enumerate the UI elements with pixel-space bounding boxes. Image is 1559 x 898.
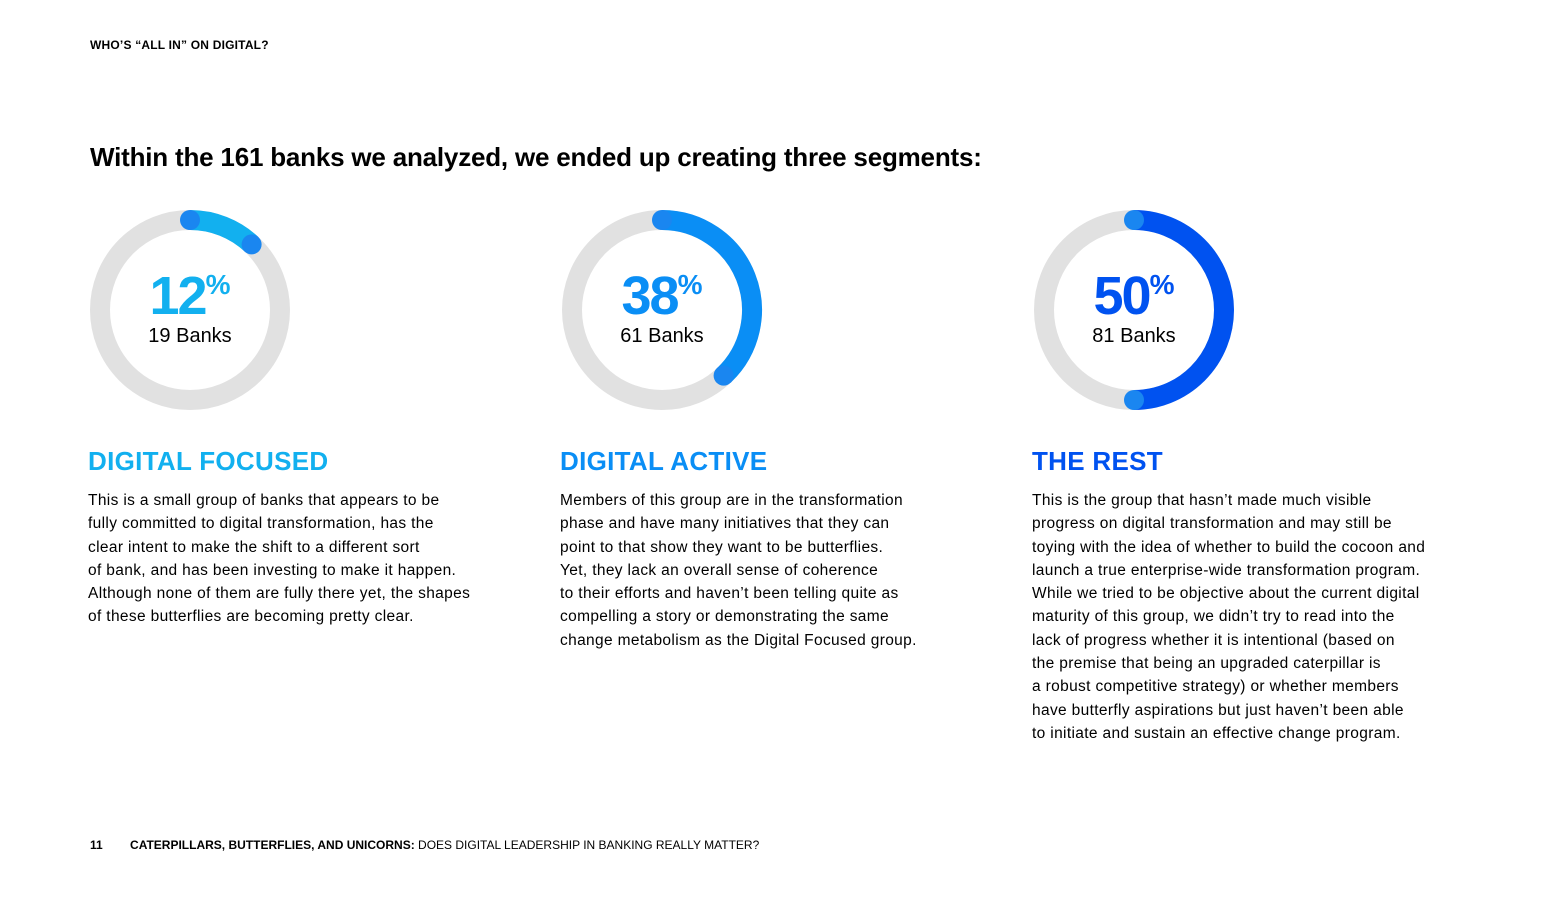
donut-end-cap bbox=[1124, 390, 1144, 410]
percent-sign: % bbox=[205, 268, 231, 300]
donut-chart: 38 % 61 Banks bbox=[560, 208, 764, 412]
percent-value: 38 % bbox=[622, 269, 703, 323]
bank-count: 81 Banks bbox=[1092, 324, 1176, 347]
donut-arc bbox=[1133, 210, 1234, 410]
donut-start-cap bbox=[1124, 210, 1144, 230]
segment-digital-active: 38 % 61 Banks DIGITAL ACTIVE Members of … bbox=[560, 208, 1000, 649]
segment-the-rest: 50 % 81 Banks THE REST This is the group… bbox=[1032, 208, 1492, 742]
segment-description: This is the group that hasn’t made much … bbox=[1032, 492, 1426, 742]
percent-value: 12 % bbox=[150, 269, 231, 323]
donut-center: 38 % 61 Banks bbox=[560, 208, 764, 412]
donut-svg bbox=[90, 210, 290, 410]
donut-chart: 50 % 81 Banks bbox=[1032, 208, 1236, 412]
page-footer: 11 CATERPILLARS, BUTTERFLIES, AND UNICOR… bbox=[90, 838, 759, 852]
bank-count: 61 Banks bbox=[620, 324, 704, 347]
segment-digital-focused: 12 % 19 Banks DIGITAL FOCUSED This is a … bbox=[88, 208, 528, 625]
segment-title: THE REST bbox=[1032, 446, 1163, 476]
page-number: 11 bbox=[90, 838, 103, 852]
section-label: WHO’S “ALL IN” ON DIGITAL? bbox=[90, 38, 269, 52]
donut-center: 12 % 19 Banks bbox=[88, 208, 292, 412]
percent-value: 50 % bbox=[1094, 269, 1175, 323]
bank-count: 19 Banks bbox=[148, 324, 232, 347]
donut-end-cap bbox=[241, 234, 262, 255]
donut-chart: 12 % 19 Banks bbox=[88, 208, 292, 412]
donut-center: 50 % 81 Banks bbox=[1032, 208, 1236, 412]
percent-number: 38 bbox=[621, 265, 680, 326]
segment-description: This is a small group of banks that appe… bbox=[88, 492, 471, 626]
footer-title-rest: DOES DIGITAL LEADERSHIP IN BANKING REALL… bbox=[414, 838, 760, 852]
percent-number: 12 bbox=[149, 265, 208, 326]
donut-end-cap bbox=[713, 365, 734, 386]
donut-svg bbox=[1034, 210, 1234, 410]
page-headline: Within the 161 banks we analyzed, we end… bbox=[90, 142, 982, 172]
segment-title: DIGITAL ACTIVE bbox=[560, 446, 768, 476]
percent-number: 50 bbox=[1093, 265, 1152, 326]
segment-title: DIGITAL FOCUSED bbox=[88, 446, 329, 476]
donut-arc bbox=[661, 210, 762, 383]
donut-start-cap bbox=[652, 210, 672, 230]
percent-sign: % bbox=[1149, 268, 1175, 300]
percent-sign: % bbox=[677, 268, 703, 300]
segment-description: Members of this group are in the transfo… bbox=[560, 492, 917, 649]
donut-start-cap bbox=[180, 210, 200, 230]
footer-title-bold: CATERPILLARS, BUTTERFLIES, AND UNICORNS: bbox=[130, 838, 415, 852]
donut-svg bbox=[562, 210, 762, 410]
